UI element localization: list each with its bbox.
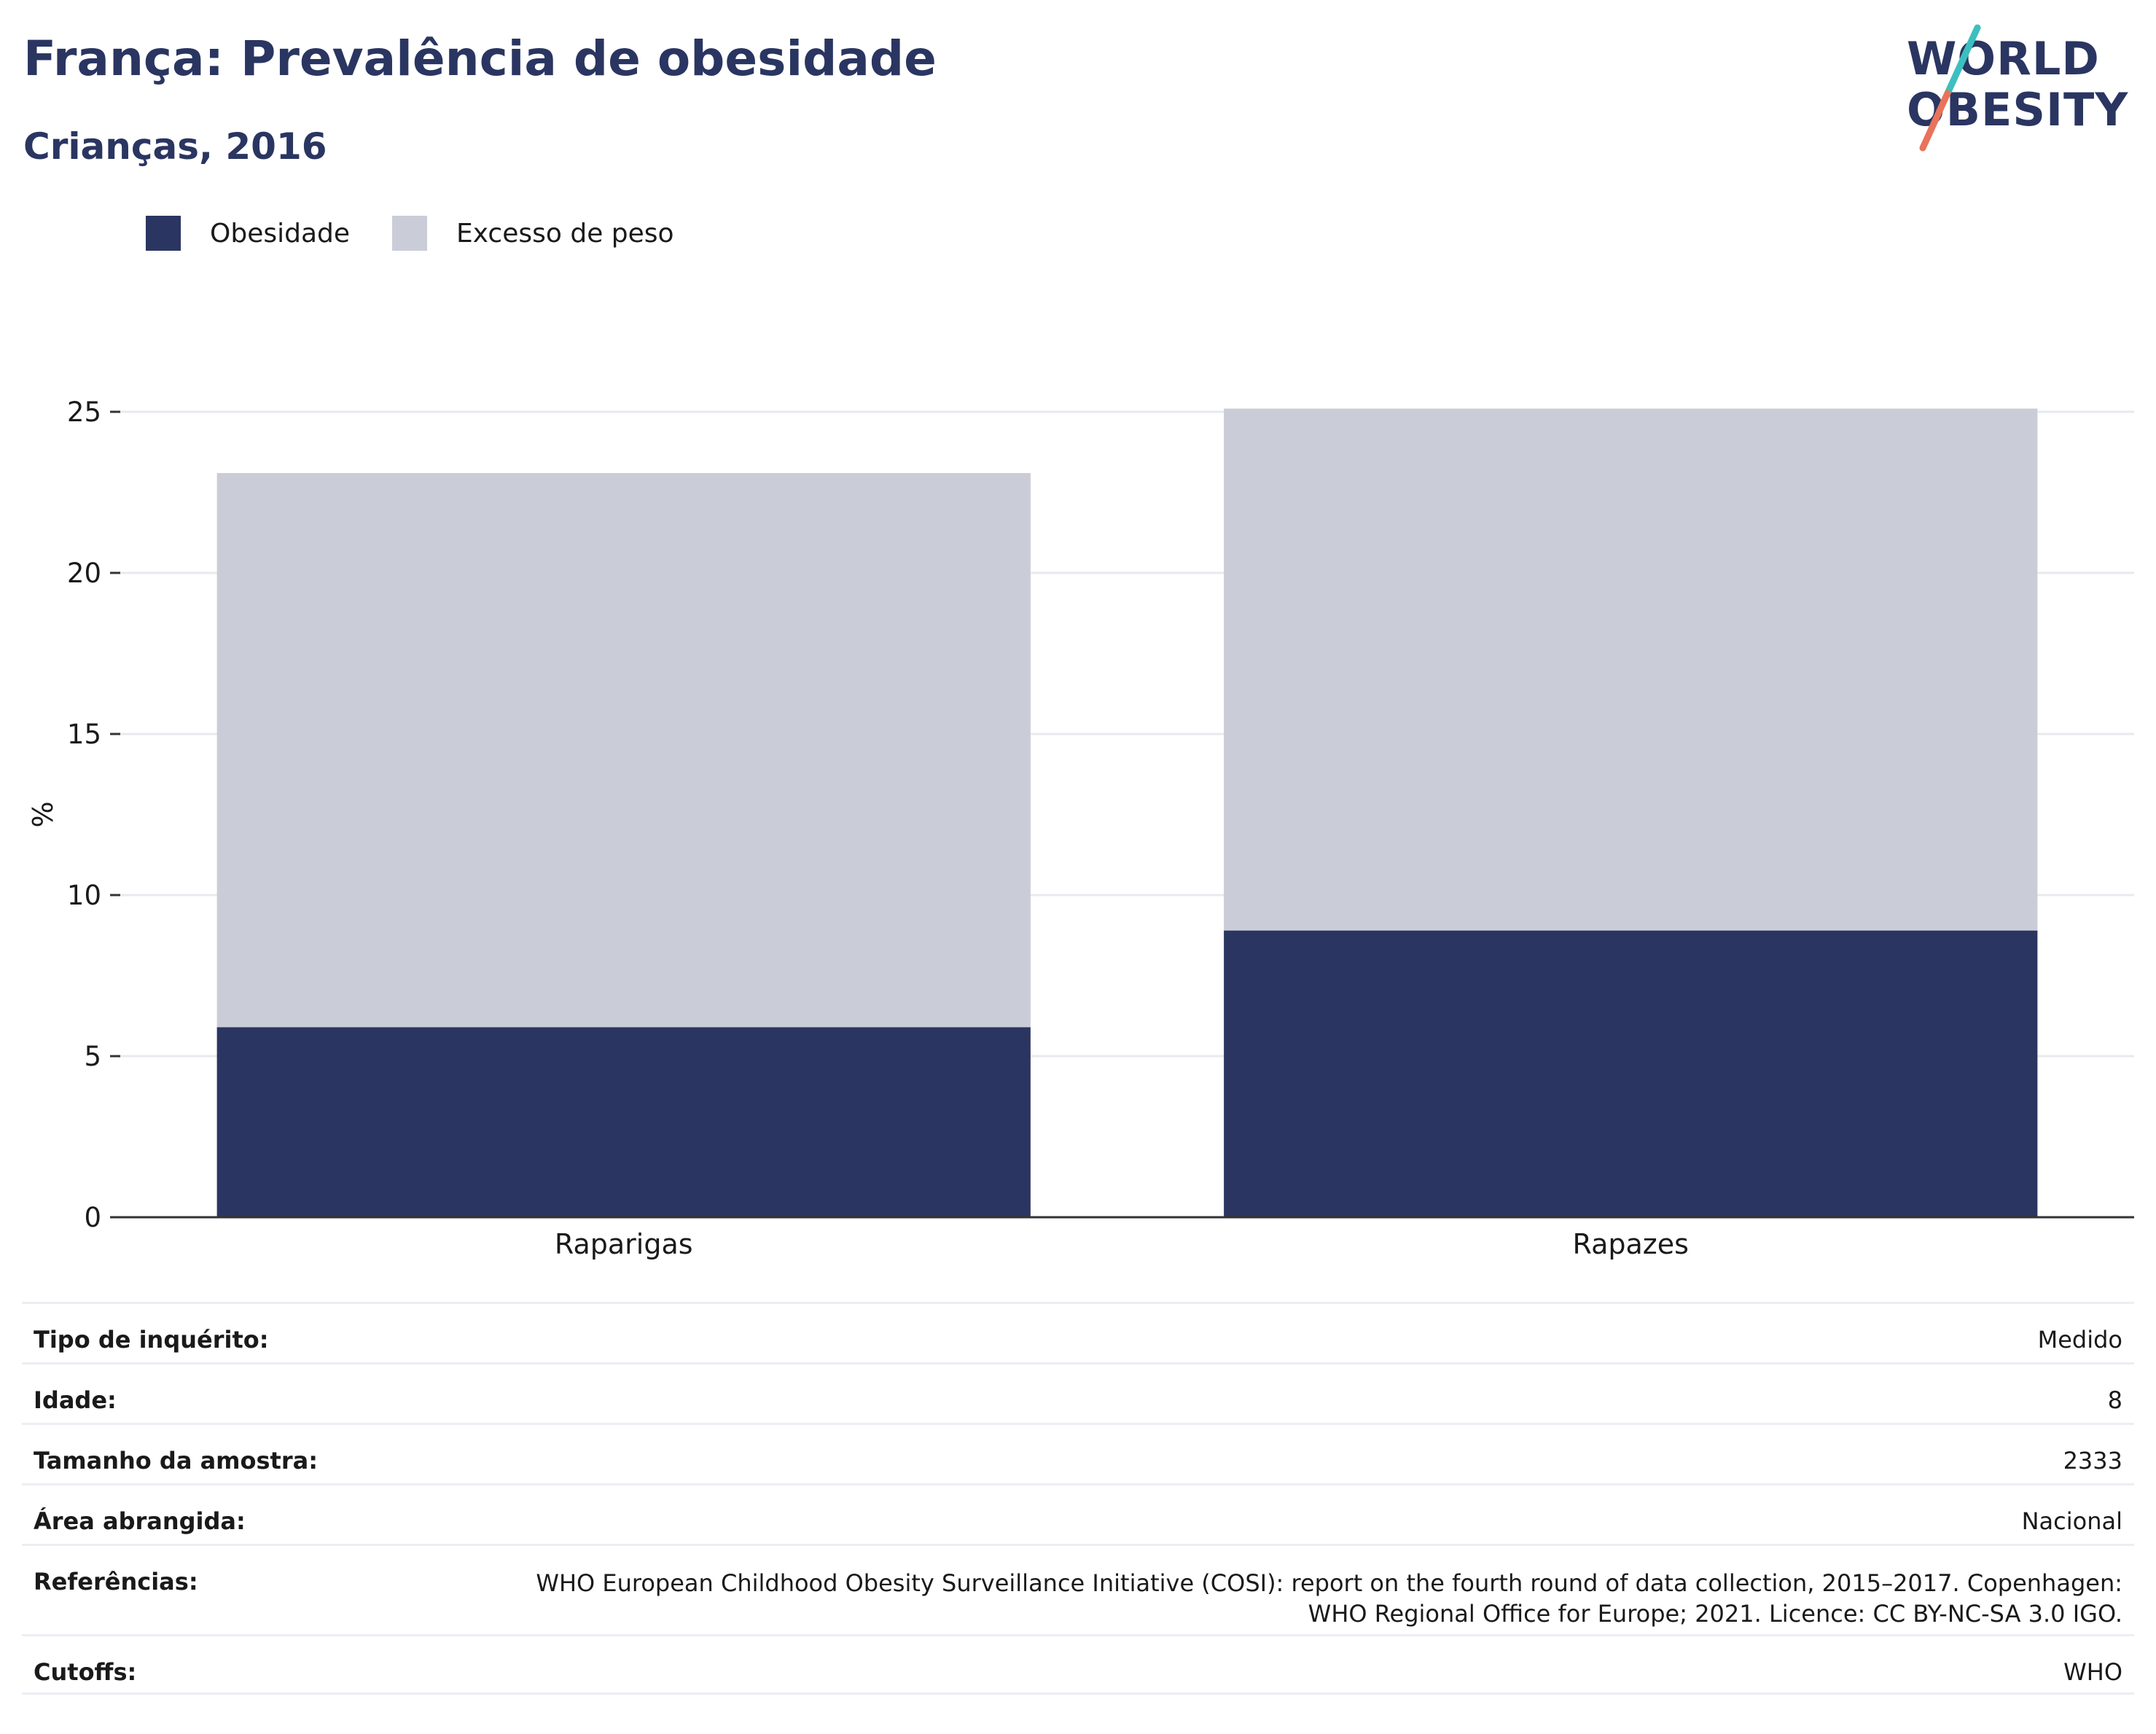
info-value: WHO bbox=[2063, 1658, 2122, 1686]
info-row-sample-size: Tamanho da amostra: 2333 bbox=[22, 1423, 2134, 1483]
info-value: Nacional bbox=[2021, 1507, 2122, 1535]
bar-obesity bbox=[1224, 930, 2038, 1217]
reference-line: WHO European Childhood Obesity Surveilla… bbox=[536, 1569, 2122, 1597]
y-axis-label: % bbox=[27, 801, 59, 827]
bar-chart: 0 5 10 15 20 25% Raparigas Rapazes bbox=[27, 397, 2134, 1260]
info-label: Área abrangida: bbox=[34, 1507, 246, 1535]
y-tick-label: 0 bbox=[84, 1202, 101, 1233]
info-value: WHO European Childhood Obesity Surveilla… bbox=[536, 1568, 2122, 1629]
legend-swatch-obesity bbox=[146, 216, 181, 251]
info-value: Medido bbox=[2037, 1326, 2122, 1354]
x-tick-label: Rapazes bbox=[1573, 1228, 1689, 1260]
y-tick-label: 20 bbox=[67, 558, 101, 589]
legend-label-overweight: Excesso de peso bbox=[456, 218, 674, 249]
chart-subtitle: Crianças, 2016 bbox=[23, 125, 327, 168]
info-row-references: Referências: WHO European Childhood Obes… bbox=[22, 1544, 2134, 1634]
info-value: 2333 bbox=[2063, 1447, 2122, 1475]
reference-line: WHO Regional Office for Europe; 2021. Li… bbox=[1308, 1600, 2122, 1628]
logo-slash-icon bbox=[1919, 24, 1981, 152]
bar-overweight bbox=[1224, 408, 2038, 931]
chart-legend: Obesidade Excesso de peso bbox=[146, 216, 716, 251]
info-label: Tipo de inquérito: bbox=[34, 1326, 269, 1354]
world-obesity-logo: WORLD OBESITY bbox=[1895, 20, 2143, 159]
bar-overweight bbox=[216, 472, 1031, 1028]
chart-title: França: Prevalência de obesidade bbox=[23, 31, 937, 87]
info-row-age: Idade: 8 bbox=[22, 1362, 2134, 1423]
y-tick-label: 25 bbox=[67, 397, 101, 428]
info-row-survey-type: Tipo de inquérito: Medido bbox=[22, 1302, 2134, 1362]
y-tick-label: 15 bbox=[67, 719, 101, 750]
info-label: Idade: bbox=[34, 1386, 117, 1414]
legend-item-obesity: Obesidade bbox=[146, 216, 350, 251]
logo-line-1: WORLD bbox=[1907, 32, 2100, 85]
info-row-area: Área abrangida: Nacional bbox=[22, 1483, 2134, 1544]
y-tick-label: 10 bbox=[67, 880, 101, 911]
legend-item-overweight: Excesso de peso bbox=[392, 216, 674, 251]
info-table: Tipo de inquérito: Medido Idade: 8 Taman… bbox=[22, 1302, 2134, 1695]
bar-obesity bbox=[216, 1027, 1031, 1217]
y-tick-label: 5 bbox=[84, 1041, 101, 1072]
info-value: 8 bbox=[2107, 1386, 2122, 1414]
info-label: Tamanho da amostra: bbox=[34, 1447, 318, 1475]
x-tick-label: Raparigas bbox=[555, 1228, 693, 1260]
legend-swatch-overweight bbox=[392, 216, 428, 251]
legend-label-obesity: Obesidade bbox=[210, 218, 351, 249]
info-row-cutoffs: Cutoffs: WHO bbox=[22, 1634, 2134, 1695]
info-label: Cutoffs: bbox=[34, 1658, 137, 1686]
info-label: Referências: bbox=[34, 1568, 198, 1596]
